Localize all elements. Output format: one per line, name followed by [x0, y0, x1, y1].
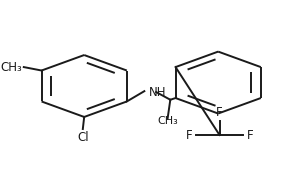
Text: CH₃: CH₃ [1, 61, 22, 74]
Text: CH₃: CH₃ [157, 116, 178, 126]
Text: F: F [216, 106, 223, 119]
Text: F: F [186, 128, 192, 142]
Text: NH: NH [148, 85, 166, 99]
Text: F: F [247, 128, 253, 142]
Text: Cl: Cl [77, 131, 89, 144]
